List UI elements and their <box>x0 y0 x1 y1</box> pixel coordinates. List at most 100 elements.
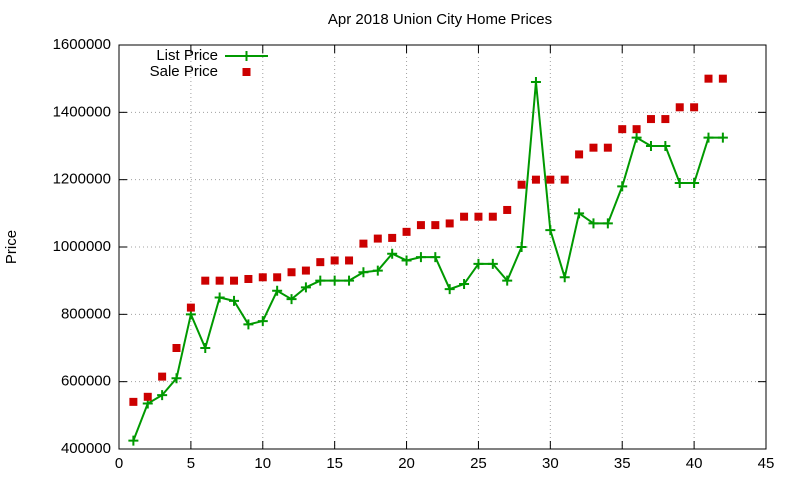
point-marker <box>689 178 700 189</box>
point-marker <box>287 268 296 277</box>
point-marker <box>661 115 670 124</box>
point-marker <box>329 275 340 286</box>
x-tick-label: 15 <box>326 455 343 472</box>
point-marker <box>444 284 455 295</box>
point-marker <box>718 74 727 83</box>
y-axis-label: Price <box>3 230 20 264</box>
point-marker <box>300 282 311 293</box>
point-marker <box>618 125 627 134</box>
point-marker <box>704 74 713 83</box>
plot-frame <box>118 44 767 450</box>
point-marker <box>258 273 267 282</box>
point-marker <box>632 125 641 134</box>
x-tick-label: 5 <box>187 455 195 472</box>
x-tick-label: 10 <box>254 455 271 472</box>
point-marker <box>545 225 556 236</box>
point-marker <box>459 279 470 290</box>
x-tick-label: 0 <box>115 455 123 472</box>
point-marker <box>430 252 441 263</box>
point-marker <box>690 103 699 112</box>
point-marker <box>345 256 354 265</box>
point-marker <box>402 227 411 236</box>
point-marker <box>243 319 254 330</box>
point-marker <box>617 181 628 192</box>
point-marker <box>631 132 642 143</box>
point-marker <box>502 275 513 286</box>
point-marker <box>703 132 714 143</box>
point-marker <box>546 175 555 184</box>
point-marker <box>516 242 527 252</box>
point-marker <box>172 344 181 352</box>
point-marker <box>257 316 268 327</box>
legend-marker <box>241 51 252 61</box>
point-marker <box>416 221 425 230</box>
point-marker <box>272 285 283 296</box>
point-marker <box>157 390 168 401</box>
x-tick-label: 35 <box>614 455 631 472</box>
point-marker <box>674 178 685 189</box>
point-marker <box>186 303 195 312</box>
point-marker <box>575 150 584 159</box>
point-marker <box>645 141 656 151</box>
point-marker <box>158 372 167 381</box>
point-marker <box>560 175 569 184</box>
y-tick-label: 800000 <box>61 305 111 322</box>
point-marker <box>316 258 325 267</box>
y-tick-label: 1400000 <box>53 103 111 120</box>
point-marker <box>273 273 282 282</box>
point-marker <box>372 265 383 276</box>
point-marker <box>330 256 339 265</box>
x-tick-label: 40 <box>686 455 703 472</box>
point-marker <box>473 258 484 269</box>
point-marker <box>415 252 426 263</box>
point-marker <box>129 397 138 406</box>
x-tick-label: 20 <box>398 455 415 472</box>
point-marker <box>388 233 397 242</box>
y-tick-label: 1200000 <box>53 171 111 188</box>
point-marker <box>286 294 297 305</box>
point-marker <box>717 132 728 143</box>
point-marker <box>675 103 684 112</box>
point-marker <box>358 267 369 278</box>
point-marker <box>344 275 355 286</box>
point-marker <box>460 212 469 221</box>
point-marker <box>517 180 526 189</box>
point-marker <box>171 373 182 384</box>
point-marker <box>401 255 412 266</box>
point-marker <box>315 275 326 286</box>
point-marker <box>230 276 239 285</box>
point-marker <box>143 392 152 401</box>
point-marker <box>373 234 382 243</box>
point-marker <box>431 221 440 230</box>
y-tick-label: 1600000 <box>53 36 111 53</box>
point-marker <box>244 274 253 283</box>
point-marker <box>215 276 224 285</box>
point-marker <box>128 435 139 446</box>
point-marker <box>574 208 585 219</box>
x-tick-label: 25 <box>470 455 487 472</box>
x-tick-label: 45 <box>758 455 775 472</box>
point-marker <box>387 248 398 259</box>
point-marker <box>646 115 655 124</box>
y-tick-label: 1000000 <box>53 238 111 255</box>
point-marker <box>445 219 454 228</box>
point-marker <box>531 175 540 184</box>
point-marker <box>229 295 240 306</box>
point-marker <box>474 212 483 221</box>
point-marker <box>200 343 211 353</box>
point-marker <box>359 239 368 248</box>
point-marker <box>214 292 225 303</box>
point-marker <box>660 141 671 151</box>
point-marker <box>487 258 498 269</box>
y-tick-label: 600000 <box>61 373 111 390</box>
point-marker <box>588 218 599 229</box>
x-tick-label: 30 <box>542 455 559 472</box>
point-marker <box>603 143 612 152</box>
point-marker <box>559 272 570 283</box>
point-marker <box>503 205 512 214</box>
legend-marker <box>242 68 251 76</box>
point-marker <box>301 266 310 275</box>
legend-label: Sale Price <box>150 63 218 80</box>
